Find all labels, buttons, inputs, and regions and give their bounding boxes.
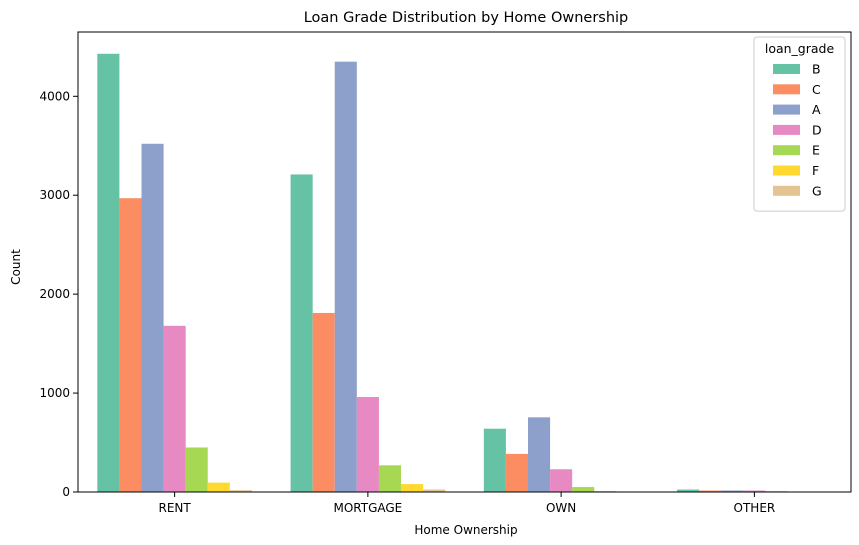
bar-E-own [572, 487, 595, 492]
bar-E-rent [185, 447, 208, 492]
bar-D-other [743, 490, 766, 492]
legend-title: loan_grade [765, 41, 835, 56]
legend-label-C: C [812, 82, 821, 97]
plot-area [97, 53, 832, 493]
legend-swatch-G [773, 185, 800, 196]
bar-C-other [699, 490, 722, 492]
legend-label-A: A [812, 102, 821, 117]
x-tick-label: MORTGAGE [333, 501, 402, 515]
legend-swatch-D [773, 124, 800, 135]
y-tick-label: 3000 [39, 188, 70, 202]
bar-B-own [483, 428, 506, 492]
bar-B-rent [97, 53, 120, 493]
bar-D-rent [163, 325, 186, 492]
bar-D-mortgage [356, 397, 379, 492]
bar-D-own [550, 469, 573, 492]
bar-A-other [721, 490, 744, 492]
x-tick-label: OWN [546, 501, 576, 515]
y-axis: 0 1000 2000 3000 4000 [39, 89, 78, 499]
legend-label-D: D [812, 122, 822, 137]
legend-label-G: G [812, 183, 822, 198]
bar-C-own [505, 453, 528, 492]
x-axis: RENT MORTGAGE OWN OTHER [159, 492, 776, 515]
bar-C-mortgage [312, 312, 335, 492]
bar-E-mortgage [378, 465, 402, 492]
legend-label-F: F [812, 163, 819, 178]
y-tick-label: 2000 [39, 287, 70, 301]
bar-G-mortgage [423, 489, 446, 492]
legend-swatch-E [773, 145, 800, 156]
x-tick-label: OTHER [734, 501, 776, 515]
y-tick-label: 4000 [39, 89, 70, 103]
x-tick-label: RENT [159, 501, 192, 515]
bar-A-mortgage [334, 61, 357, 492]
legend-swatch-B [773, 64, 800, 74]
legend-swatch-C [773, 84, 800, 95]
y-tick-label: 1000 [39, 386, 70, 400]
bar-B-other [677, 489, 700, 492]
legend-swatch-A [773, 104, 800, 115]
y-tick-label: 0 [62, 485, 70, 499]
bar-A-rent [141, 143, 164, 492]
x-axis-label: Home Ownership [414, 523, 517, 537]
legend-swatch-F [773, 165, 800, 176]
y-axis-label: Count [9, 249, 23, 285]
bar-A-own [527, 417, 551, 492]
bar-B-mortgage [290, 174, 313, 493]
bar-C-rent [119, 198, 142, 492]
legend-box [753, 36, 846, 212]
bar-F-mortgage [401, 484, 424, 492]
bar-G-rent [229, 490, 252, 492]
bar-F-rent [207, 482, 230, 492]
legend-label-E: E [812, 143, 820, 158]
plot-frame [77, 31, 852, 493]
legend-label-B: B [812, 62, 821, 77]
chart-title: Loan Grade Distribution by Home Ownershi… [304, 10, 629, 26]
